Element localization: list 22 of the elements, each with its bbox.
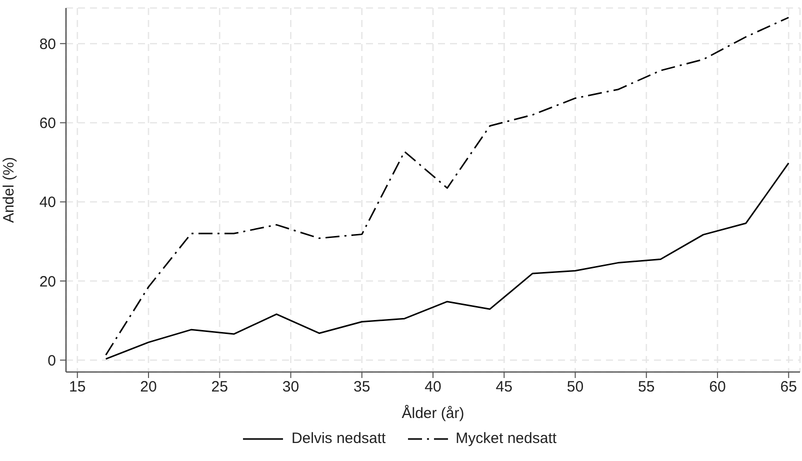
x-tick-label: 20 xyxy=(140,378,157,396)
line-series xyxy=(105,162,790,360)
x-tick-label: 65 xyxy=(780,378,797,396)
x-tick-label: 40 xyxy=(424,378,442,396)
y-tick-label: 80 xyxy=(39,36,56,53)
y-axis-title: Andel (%) xyxy=(0,157,18,223)
x-axis-title: Ålder (år) xyxy=(402,404,464,422)
x-tick-label: 25 xyxy=(211,378,228,396)
x-tick-label: 35 xyxy=(354,378,370,396)
x-tick-label: 55 xyxy=(638,378,655,396)
x-tick-label: 50 xyxy=(566,378,584,396)
legend-label: Delvis nedsatt xyxy=(291,430,386,447)
y-tick-label: 0 xyxy=(48,352,56,370)
line-series xyxy=(105,16,790,356)
x-tick-label: 45 xyxy=(496,378,512,396)
x-tick-label: 60 xyxy=(709,378,726,396)
y-tick-label: 40 xyxy=(39,194,56,212)
y-tick-label: 60 xyxy=(39,115,56,132)
legend-label: Mycket nedsatt xyxy=(456,430,557,447)
x-tick-label: 30 xyxy=(282,378,300,396)
x-tick-label: 15 xyxy=(69,378,86,396)
y-tick-label: 20 xyxy=(39,273,56,290)
